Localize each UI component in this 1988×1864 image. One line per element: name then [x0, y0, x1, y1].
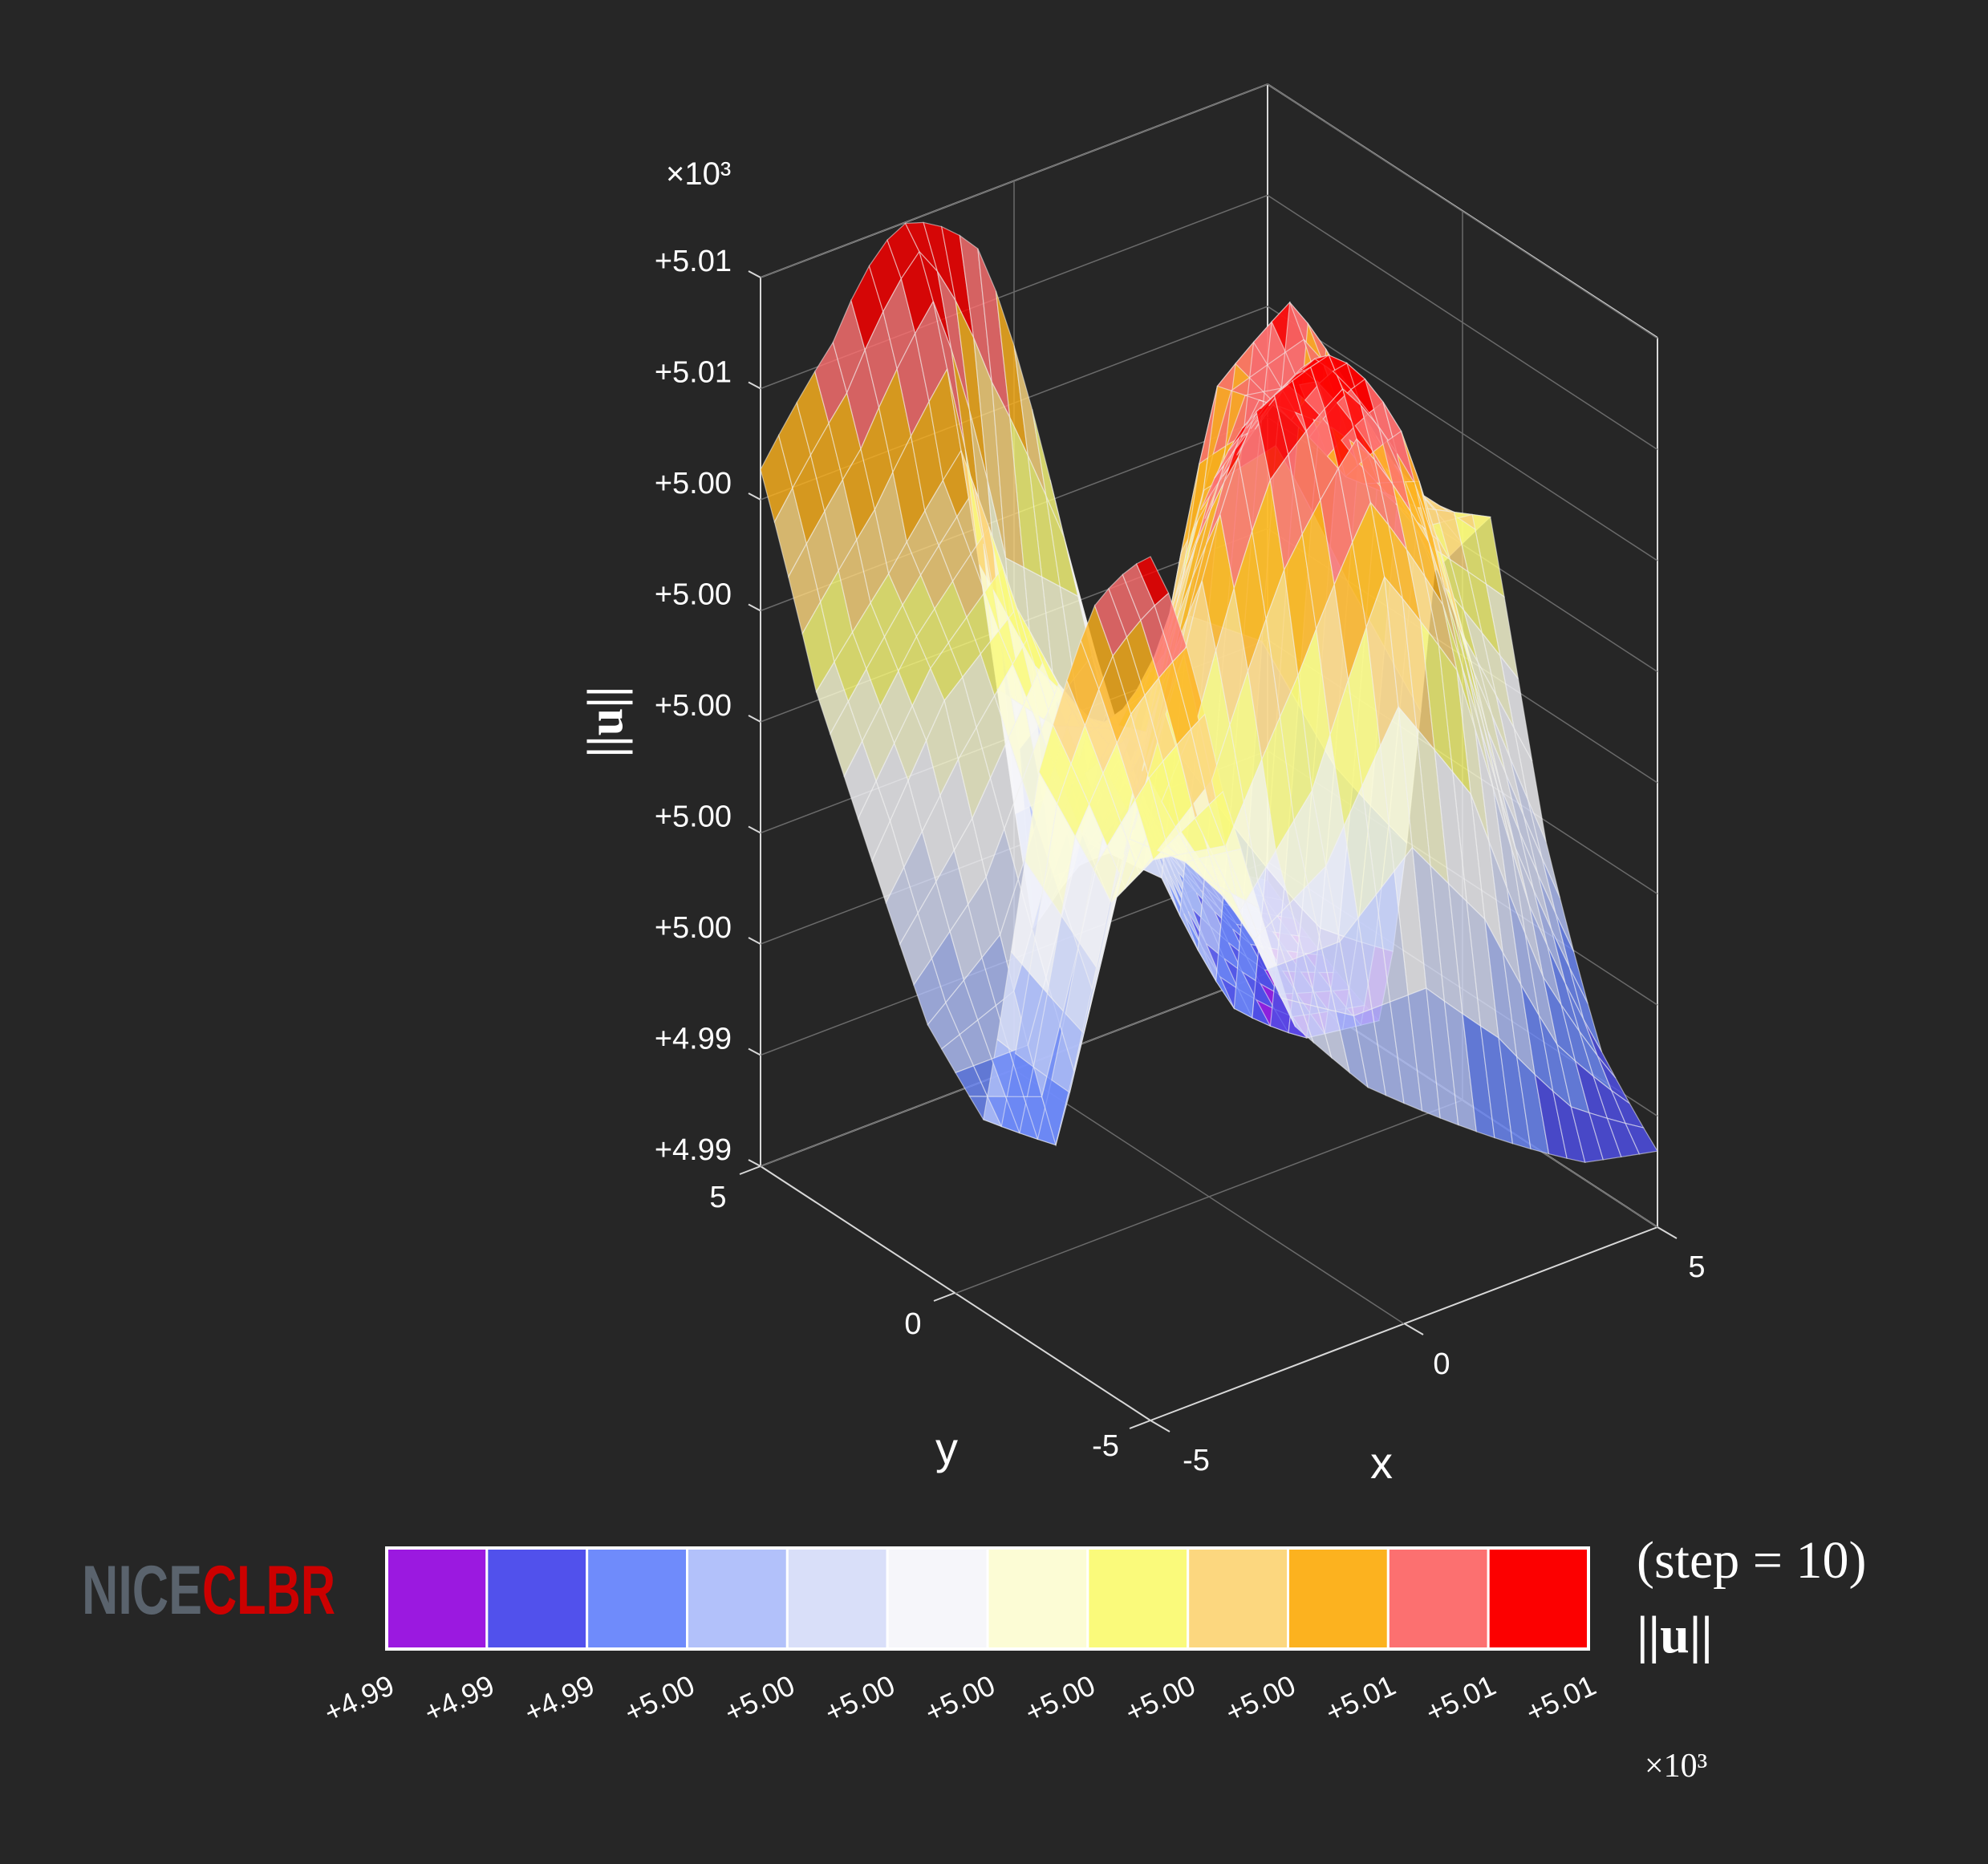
z-axis-label: ||u||: [578, 686, 633, 757]
colorbar-tick-label: +5.00: [720, 1668, 800, 1729]
colorbar-swatch: [686, 1546, 789, 1651]
colorbar-swatch: [986, 1546, 1089, 1651]
colorbar-tick-label: +5.01: [1421, 1668, 1501, 1729]
x-tick-label: -5: [1183, 1444, 1210, 1477]
colorbar-label: ||u||: [1637, 1606, 1713, 1664]
z-tick-mark: [748, 381, 761, 390]
colorbar-swatch: [1187, 1546, 1289, 1651]
z-tick-mark: [748, 1159, 761, 1167]
colorbar-tick-label: +4.99: [519, 1668, 599, 1729]
z-tick-mark: [748, 715, 761, 723]
colorbar-swatch: [886, 1546, 989, 1651]
colorbar-swatch: [1386, 1546, 1490, 1651]
z-tick-mark: [748, 1047, 761, 1056]
z-tick-label: +5.00: [655, 911, 732, 945]
colorbar-tick-label: +4.99: [419, 1668, 499, 1729]
colorbar-swatch: [1287, 1546, 1390, 1651]
z-tick-label: +5.00: [655, 578, 732, 612]
colorbar-tick-label: +5.00: [1220, 1668, 1300, 1729]
colorbar-tick-label: +5.01: [1321, 1668, 1401, 1729]
z-axis-ticks: +4.99 +4.99 +5.00 +5.00 +5.00 +5.00 +5.00 +5.01…: [655, 245, 761, 1167]
surface-mesh: [760, 221, 1658, 1163]
gridline-floor: [955, 1099, 1463, 1295]
colorbar: [385, 1546, 1590, 1651]
z-tick-mark: [748, 825, 761, 834]
x-tick-label: 5: [1688, 1250, 1705, 1284]
z-tick-mark: [748, 937, 761, 945]
logo-clbr: CLBR: [202, 1552, 335, 1629]
y-axis-label: y: [935, 1423, 958, 1473]
z-tick-mark: [748, 492, 761, 500]
colorbar-step-label: (step = 10): [1637, 1531, 1867, 1590]
x-tick-mark: [1657, 1226, 1678, 1239]
logo-nice: NICE: [82, 1552, 202, 1629]
colorbar-multiplier: ×10³: [1645, 1748, 1707, 1785]
colorbar-tick-label: +5.00: [619, 1668, 700, 1729]
y-tick-label: 5: [709, 1181, 726, 1214]
z-tick-label: +5.01: [655, 356, 732, 390]
z-tick-mark: [748, 603, 761, 612]
x-tick-mark: [1403, 1323, 1424, 1335]
gridline-z: [760, 83, 1658, 339]
niceclbr-logo: NICE CLBR: [82, 1552, 335, 1629]
colorbar-swatch: [785, 1546, 889, 1651]
y-tick-label: -5: [1092, 1429, 1119, 1463]
z-tick-label: +5.01: [655, 245, 732, 278]
colorbar-ticks: +4.99 +4.99 +4.99 +5.00 +5.00 +5.00 +5.00 +5.00…: [318, 1668, 1601, 1729]
y-tick-mark: [739, 1165, 761, 1175]
colorbar-tick-label: +5.01: [1520, 1668, 1601, 1729]
colorbar-swatch: [1086, 1546, 1190, 1651]
colorbar-frame: [385, 1546, 1590, 1651]
x-tick-mark: [1150, 1420, 1170, 1432]
colorbar-tick-label: +4.99: [318, 1668, 399, 1729]
y-tick-mark: [933, 1292, 955, 1302]
colorbar-tick-label: +5.00: [1020, 1668, 1100, 1729]
z-tick-mark: [748, 270, 761, 278]
colorbar-tick-label: +5.00: [919, 1668, 1000, 1729]
y-tick-mark: [1129, 1420, 1151, 1429]
x-tick-label: 0: [1433, 1347, 1450, 1381]
z-tick-label: +5.00: [655, 800, 732, 834]
z-tick-label: +5.00: [655, 689, 732, 723]
x-axis-label: x: [1370, 1437, 1393, 1488]
colorbar-swatch: [485, 1546, 589, 1651]
colorbar-swatch: [385, 1546, 489, 1651]
colorbar-tick-label: +5.00: [1120, 1668, 1200, 1729]
colorbar-swatch: [1487, 1546, 1590, 1651]
surface-patch: [1625, 1122, 1658, 1155]
colorbar-tick-label: +5.00: [820, 1668, 900, 1729]
z-multiplier: ×10³: [666, 156, 731, 192]
xy-axis-ticks: -5 0 5 -5 0 5: [709, 1165, 1706, 1477]
z-tick-label: +5.00: [655, 467, 732, 500]
y-tick-label: 0: [904, 1307, 921, 1341]
z-tick-label: +4.99: [655, 1023, 732, 1056]
colorbar-swatch: [586, 1546, 689, 1651]
z-tick-label: +4.99: [655, 1133, 732, 1167]
